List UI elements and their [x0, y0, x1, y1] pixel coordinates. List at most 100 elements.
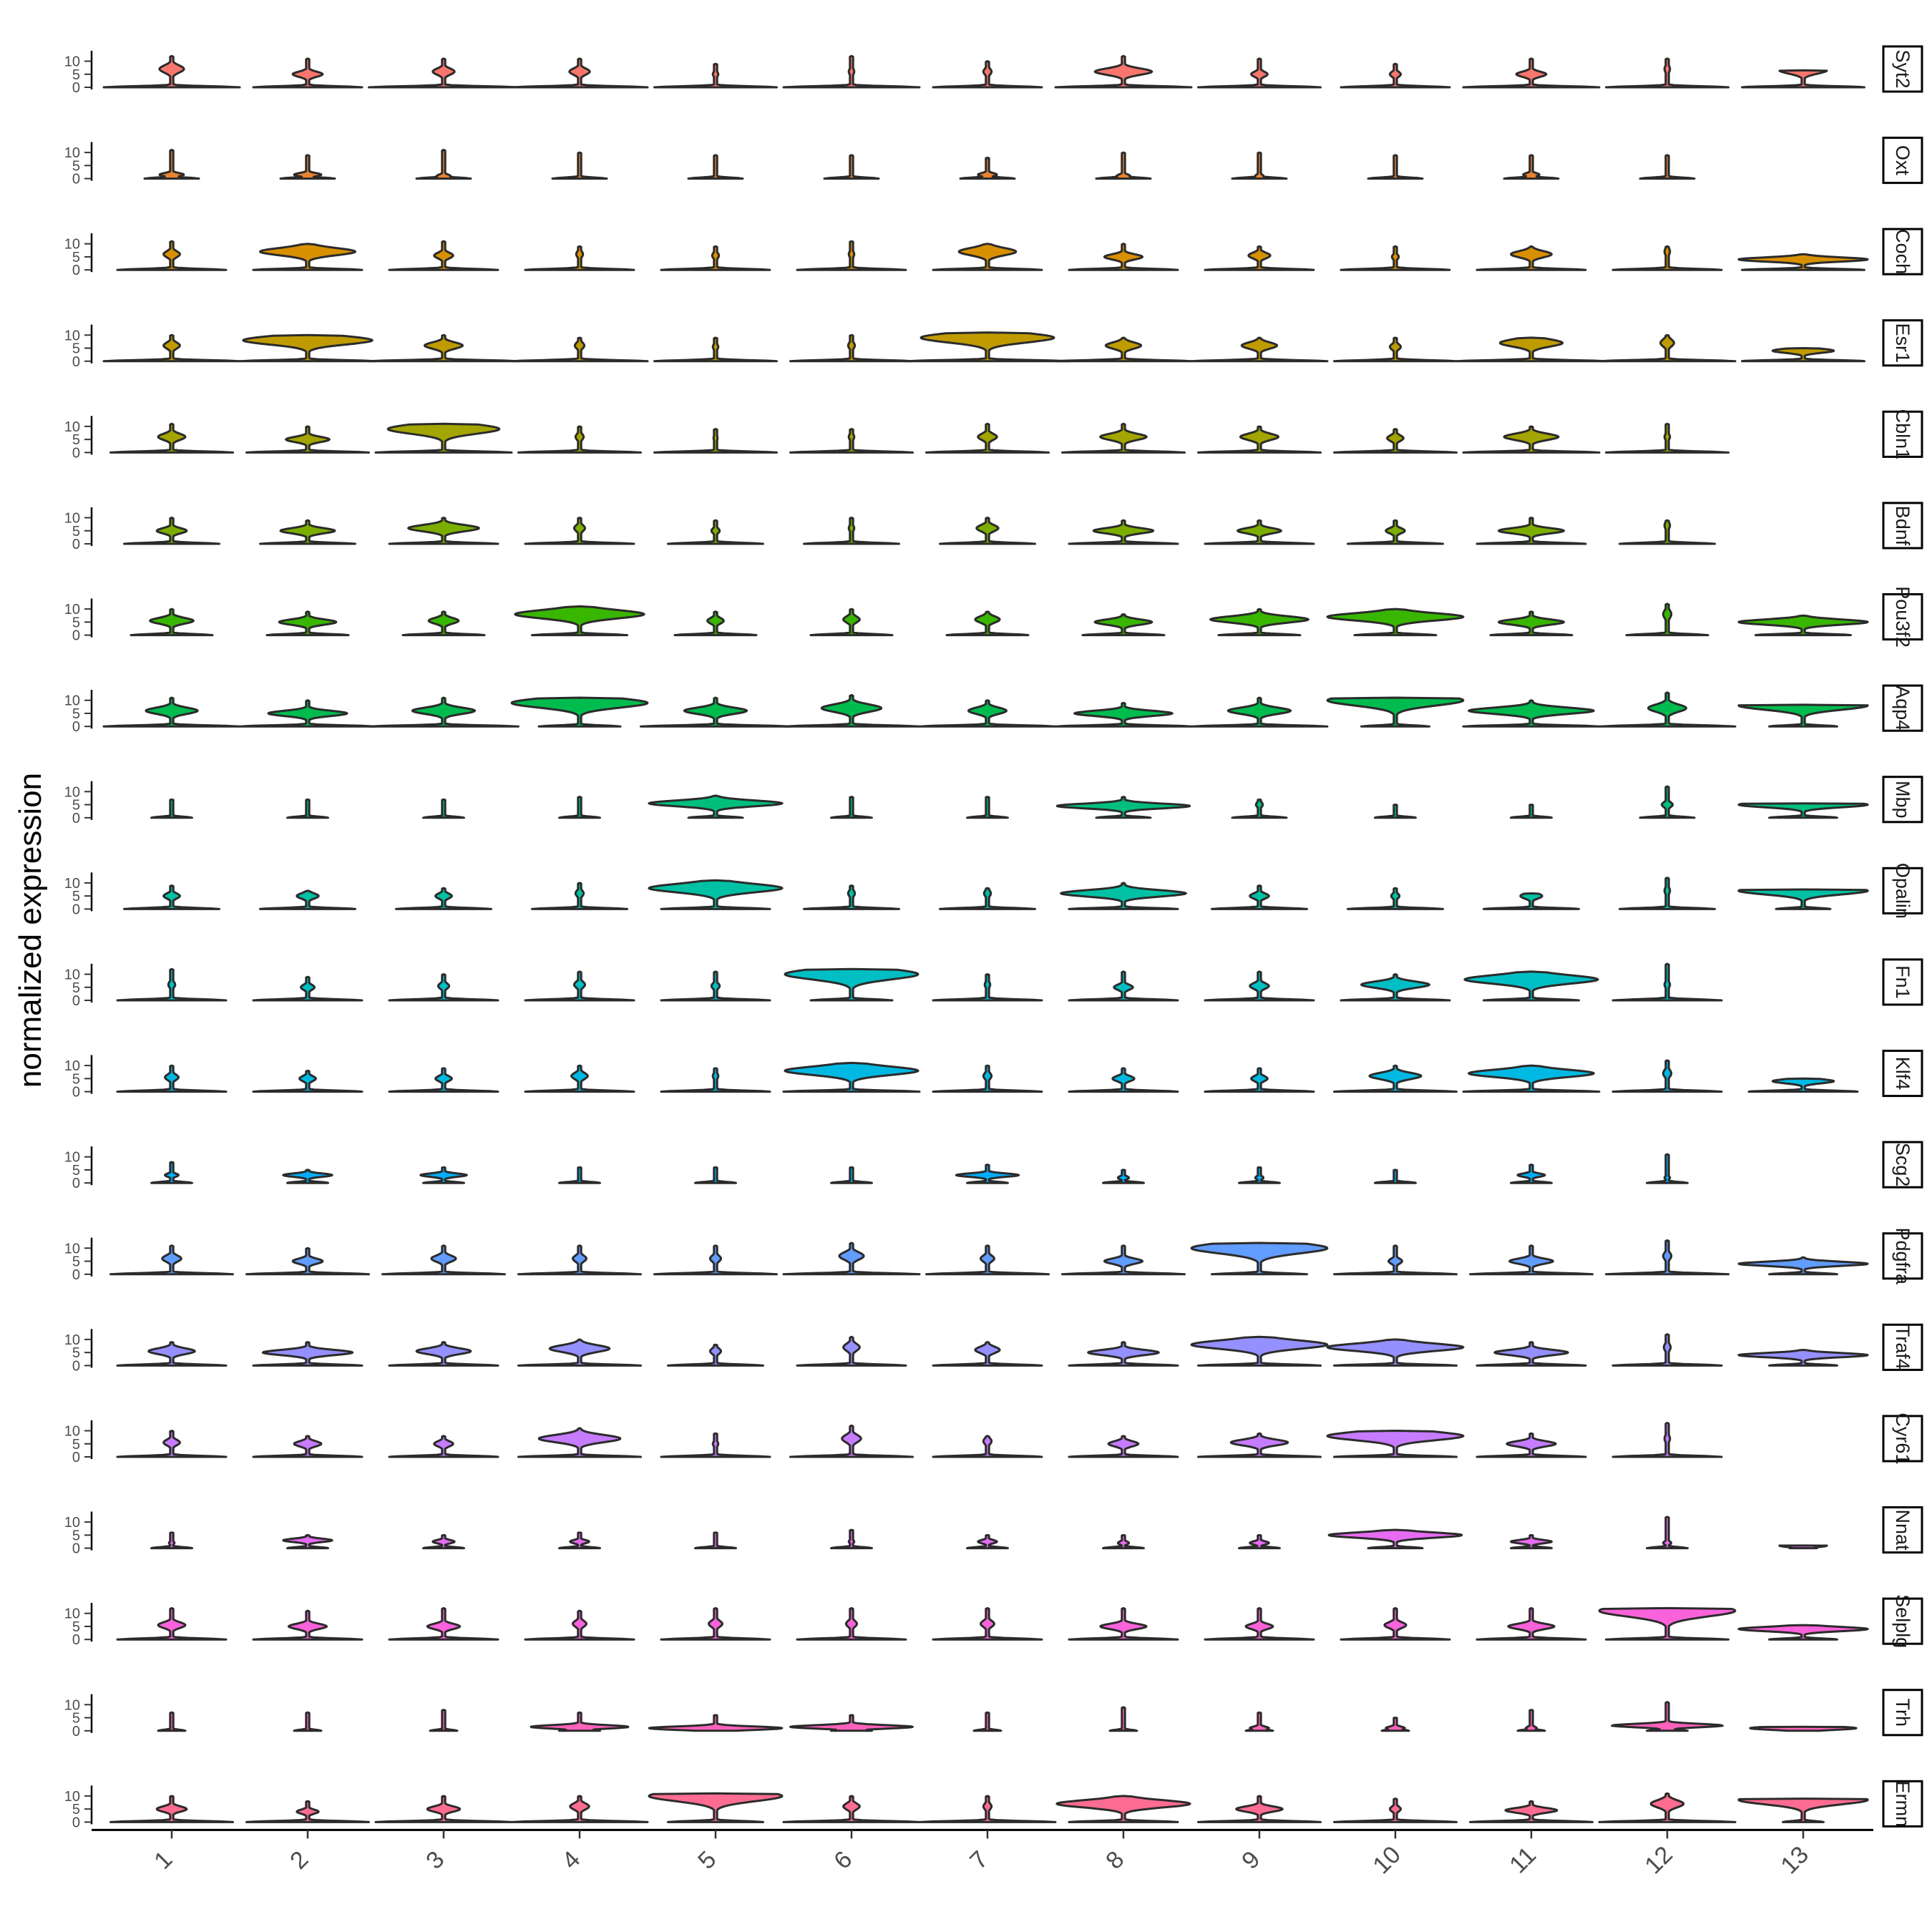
- facet-strip: [1882, 1506, 1923, 1554]
- violin-oxt-cluster-9: [1231, 151, 1288, 180]
- y-tick-label: 0: [72, 811, 80, 826]
- violin-bdnf-cluster-3: [388, 517, 499, 545]
- facet-strip-label: Mbp: [1892, 781, 1913, 819]
- y-tick-label: 10: [64, 784, 80, 800]
- violin-klf4-cluster-4: [524, 1064, 635, 1093]
- y-tick-label: 5: [72, 524, 80, 540]
- violin-mbp-cluster-7: [966, 796, 1009, 819]
- y-tick-label: 5: [72, 889, 80, 904]
- y-tick-label: 10: [64, 1241, 80, 1257]
- violin-cbln1-cluster-1: [109, 422, 234, 454]
- violin-pdgfra-cluster-4: [517, 1244, 642, 1276]
- y-tick-label: 10: [64, 237, 80, 253]
- violin-opalin-cluster-11: [1483, 892, 1580, 910]
- violin-selplg-cluster-2: [252, 1609, 364, 1641]
- violin-coch-cluster-3: [388, 240, 499, 271]
- violin-mbp-cluster-9: [1231, 798, 1288, 819]
- violin-selplg-cluster-6: [796, 1606, 907, 1641]
- y-tick-label: 0: [72, 993, 80, 1009]
- y-tick-label: 0: [72, 1815, 80, 1830]
- violin-selplg-cluster-9: [1204, 1606, 1315, 1641]
- violin-oxt-cluster-6: [823, 154, 880, 180]
- violin-fn1-cluster-4: [524, 970, 635, 1002]
- y-tick-label: 0: [72, 902, 80, 917]
- facet-strip-label: Pou3f2: [1892, 586, 1913, 648]
- violin-syt2-cluster-6: [782, 54, 921, 89]
- violin-cbln1-cluster-3: [374, 422, 513, 454]
- violin-traf4-cluster-7: [932, 1341, 1043, 1367]
- y-tick-label: 0: [72, 1085, 80, 1101]
- y-tick-label: 10: [64, 1150, 80, 1166]
- facet-strip-label: Coch: [1892, 229, 1913, 274]
- violin-klf4-cluster-13: [1747, 1077, 1859, 1093]
- facet-strip: [1882, 1597, 1923, 1645]
- violin-traf4-cluster-8: [1068, 1341, 1179, 1367]
- violin-trh-cluster-7: [972, 1711, 1002, 1732]
- violin-traf4-cluster-4: [517, 1338, 642, 1367]
- violin-cbln1-cluster-12: [1605, 422, 1729, 454]
- facet-strip-label: Syt2: [1892, 49, 1913, 88]
- y-tick-label: 10: [64, 511, 80, 527]
- facet-strip: [1882, 502, 1923, 550]
- y-tick-label: 5: [72, 1711, 80, 1727]
- violin-ermn-cluster-3: [374, 1795, 513, 1823]
- y-tick-label: 5: [72, 980, 80, 996]
- violin-opalin-cluster-13: [1737, 888, 1869, 910]
- violin-scg2-cluster-10: [1374, 1169, 1417, 1184]
- violin-oxt-cluster-10: [1367, 154, 1424, 180]
- violin-bdnf-cluster-12: [1619, 519, 1716, 545]
- violin-pdgfra-cluster-7: [925, 1244, 1050, 1276]
- violin-fn1-cluster-8: [1068, 970, 1179, 1002]
- violin-cbln1-cluster-11: [1462, 425, 1601, 454]
- violin-mbp-cluster-3: [422, 798, 465, 819]
- violin-bdnf-cluster-1: [123, 517, 220, 545]
- facet-strip-label: Oxt: [1892, 145, 1913, 176]
- violin-syt2-cluster-9: [1197, 57, 1322, 89]
- facet-strip: [1882, 776, 1923, 824]
- violin-aqp4-cluster-9: [1190, 696, 1329, 728]
- violin-esr1-cluster-7: [904, 331, 1070, 363]
- violin-coch-cluster-8: [1068, 243, 1179, 271]
- y-tick-label: 0: [72, 354, 80, 370]
- facet-strip-label: Nnat: [1892, 1510, 1913, 1551]
- violin-aqp4-cluster-5: [640, 696, 791, 728]
- violin-scg2-cluster-6: [830, 1166, 873, 1184]
- violin-nnat-cluster-9: [1238, 1533, 1281, 1550]
- y-tick-label: 5: [72, 615, 80, 630]
- y-tick-label: 10: [64, 1424, 80, 1440]
- violin-traf4-cluster-13: [1737, 1349, 1869, 1367]
- facet-strip-label: Pdgfra: [1892, 1227, 1913, 1285]
- violin-ermn-cluster-11: [1469, 1800, 1594, 1823]
- violin-aqp4-cluster-1: [102, 696, 241, 728]
- violin-mbp-cluster-8: [1056, 796, 1191, 819]
- violin-nnat-cluster-8: [1102, 1533, 1145, 1550]
- violin-cyr61-cluster-7: [932, 1435, 1043, 1458]
- violin-opalin-cluster-12: [1619, 877, 1716, 910]
- violin-trh-cluster-8: [1108, 1706, 1138, 1732]
- y-tick-label: 0: [72, 172, 80, 187]
- violin-trh-cluster-3: [429, 1709, 459, 1732]
- y-tick-label: 0: [72, 80, 80, 96]
- violin-aqp4-cluster-10: [1326, 696, 1465, 728]
- violin-syt2-cluster-5: [653, 62, 778, 89]
- facet-strip-label: Bdnf: [1892, 506, 1913, 546]
- violin-scg2-cluster-8: [1102, 1169, 1145, 1184]
- violin-fn1-cluster-11: [1463, 970, 1599, 1002]
- violin-klf4-cluster-5: [660, 1067, 771, 1093]
- y-tick-label: 5: [72, 158, 80, 174]
- violin-cbln1-cluster-6: [789, 428, 914, 454]
- violin-pou3f2-cluster-10: [1326, 608, 1465, 637]
- violin-ermn-cluster-8: [1055, 1795, 1191, 1823]
- violin-nnat-cluster-12: [1646, 1516, 1689, 1550]
- violin-opalin-cluster-9: [1211, 884, 1308, 910]
